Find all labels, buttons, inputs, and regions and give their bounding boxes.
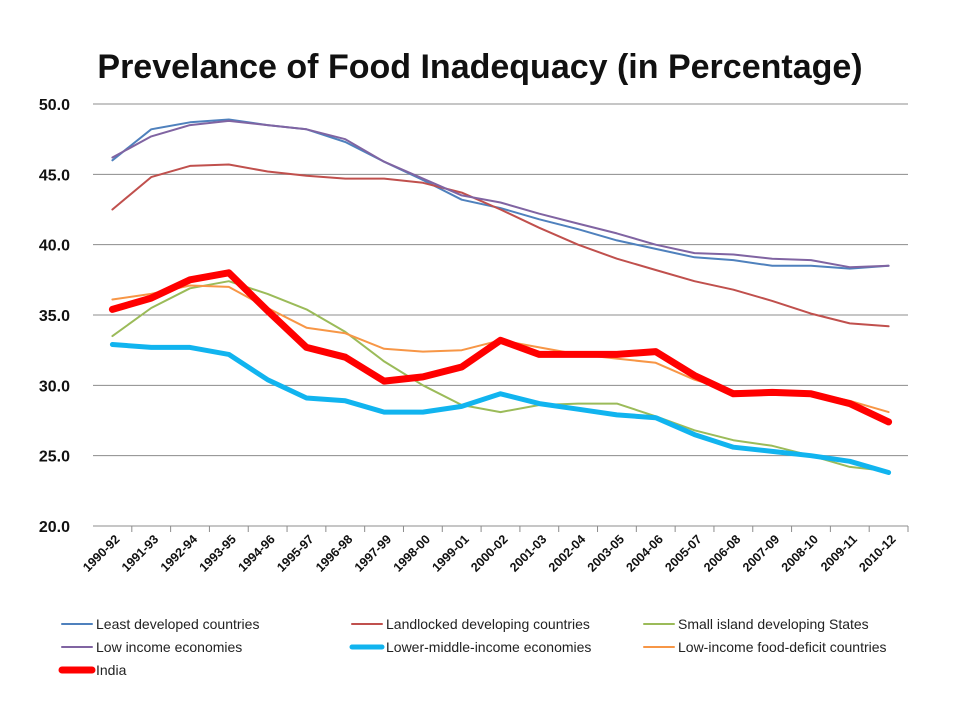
series-line xyxy=(111,118,890,270)
legend: Least developed countries Landlocked deve… xyxy=(58,616,887,678)
grid-layer xyxy=(93,103,909,532)
series-line xyxy=(111,119,890,269)
x-tick-label: 1995-97 xyxy=(274,532,316,574)
y-tick-label: 25.0 xyxy=(39,449,70,466)
legend-label: Low-income food-deficit countries xyxy=(678,639,887,655)
series-layer xyxy=(108,118,893,475)
y-tick-label: 50.0 xyxy=(39,97,70,114)
x-tick-label: 2006-08 xyxy=(701,532,743,574)
y-tick-label: 35.0 xyxy=(39,308,70,325)
legend-label: Low income economies xyxy=(96,639,242,655)
x-tick-label: 1996-98 xyxy=(313,532,355,574)
x-tick-label: 1992-94 xyxy=(158,532,200,574)
x-tick-label: 2003-05 xyxy=(585,532,627,574)
y-tick-label: 20.0 xyxy=(39,519,70,536)
x-tick-label: 1993-95 xyxy=(197,532,239,574)
y-tick-label: 45.0 xyxy=(39,167,70,184)
y-tick-label: 40.0 xyxy=(39,238,70,255)
x-tick-label: 2004-06 xyxy=(624,532,666,574)
series-line xyxy=(111,163,890,328)
x-tick-label: 2008-10 xyxy=(779,532,821,574)
x-tick-label: 2010-12 xyxy=(856,532,898,574)
legend-label: Lower-middle-income economies xyxy=(386,639,591,655)
y-tick-label: 30.0 xyxy=(39,378,70,395)
x-tick-label: 1998-00 xyxy=(391,532,433,574)
x-tick-label: 2001-03 xyxy=(507,532,549,574)
legend-label: Small island developing States xyxy=(678,616,869,632)
x-tick-label: 1999-01 xyxy=(429,532,471,574)
x-tick-label: 1991-93 xyxy=(119,532,161,574)
chart-title: Prevelance of Food Inadequacy (in Percen… xyxy=(97,48,862,86)
x-tick-label: 2007-09 xyxy=(740,532,782,574)
y-axis-tick-labels: 20.0 25.0 30.0 35.0 40.0 45.0 50.0 xyxy=(39,97,70,536)
series-line xyxy=(111,280,890,473)
x-tick-label: 2002-04 xyxy=(546,532,588,574)
x-tick-label: 2009-11 xyxy=(818,532,860,574)
x-tick-label: 1990-92 xyxy=(80,532,122,574)
x-tick-label: 2005-07 xyxy=(662,532,704,574)
x-tick-label: 1994-96 xyxy=(235,532,277,574)
series-line xyxy=(108,269,893,426)
legend-label: Least developed countries xyxy=(96,616,259,632)
x-tick-label: 1997-99 xyxy=(352,532,394,574)
legend-label: India xyxy=(96,662,127,678)
x-axis-tick-labels: 1990-921991-931992-941993-951994-961995-… xyxy=(80,532,899,574)
x-tick-label: 2000-02 xyxy=(468,532,510,574)
series-line xyxy=(109,342,892,475)
legend-label: Landlocked developing countries xyxy=(386,616,590,632)
